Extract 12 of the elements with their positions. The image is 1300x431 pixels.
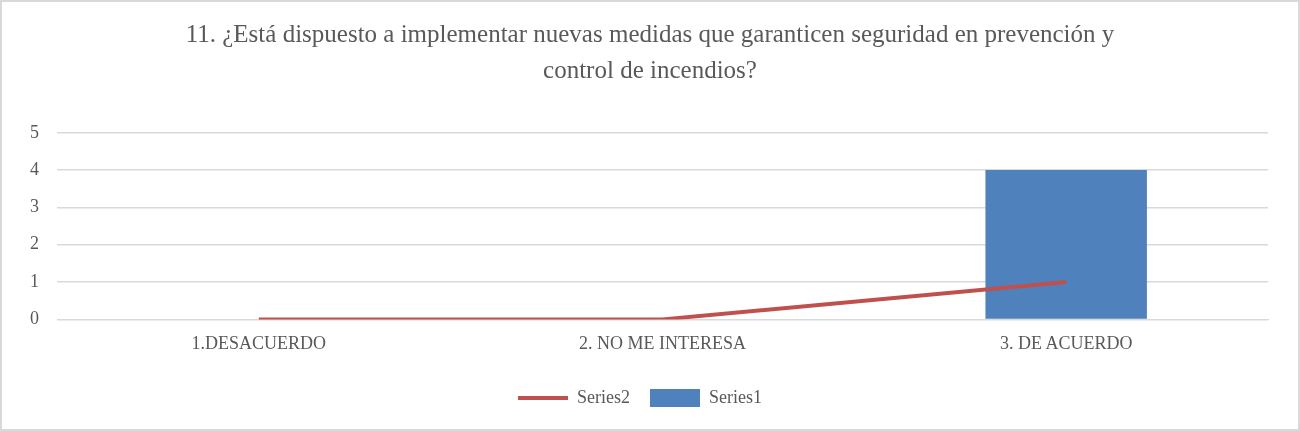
chart-title: 11. ¿Está dispuesto a implementar nuevas medidas que garanticen seguridad en prevención y control de incendios?: [184, 19, 1116, 85]
x-tick-label: 1.DESACUERDO: [191, 332, 327, 353]
legend-label: Series2: [577, 386, 631, 407]
legend-label: Series1: [709, 386, 762, 407]
y-tick-label: 2: [30, 233, 39, 254]
y-tick-label: 3: [30, 196, 39, 217]
y-tick-label: 0: [30, 308, 39, 329]
y-tick-label: 4: [30, 158, 39, 179]
x-tick-label: 3. DE ACUERDO: [999, 332, 1133, 353]
y-tick-label: 1: [30, 270, 39, 291]
y-tick-label: 5: [30, 121, 39, 142]
x-tick-label: 2. NO ME INTERESA: [579, 332, 746, 353]
